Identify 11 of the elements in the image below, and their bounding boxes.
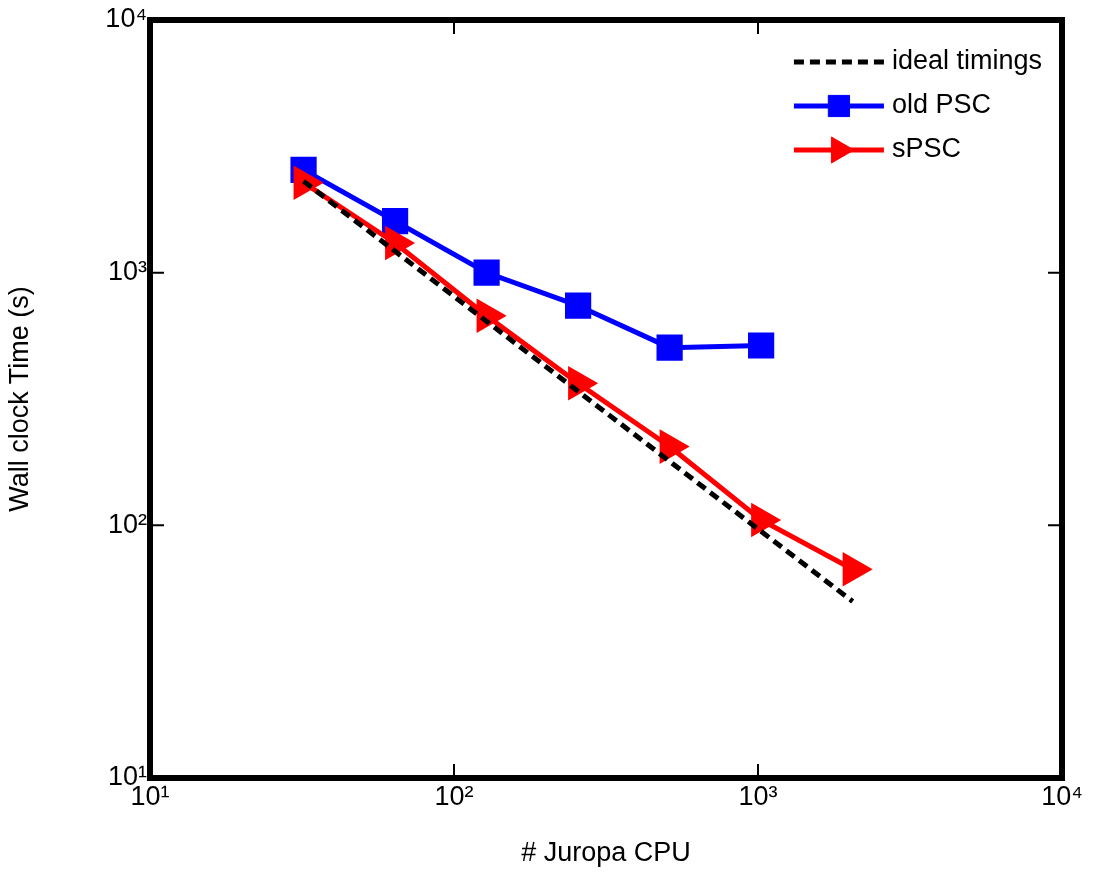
x-tick-label: 10² [434, 780, 474, 811]
x-tick-label: 10³ [738, 780, 778, 811]
legend-label: old PSC [891, 89, 991, 120]
y-tick-label: 10⁴ [105, 3, 147, 34]
legend-label: sPSC [891, 133, 961, 164]
x-axis-title: # Juropa CPU [521, 837, 691, 868]
legend-label: ideal timings [891, 45, 1043, 76]
y-tick-label: 10² [107, 508, 147, 539]
y-axis-title: Wall clock Time (s) [3, 286, 34, 512]
y-tick-label: 10³ [107, 256, 147, 287]
x-tick-label: 10⁴ [1041, 780, 1083, 811]
